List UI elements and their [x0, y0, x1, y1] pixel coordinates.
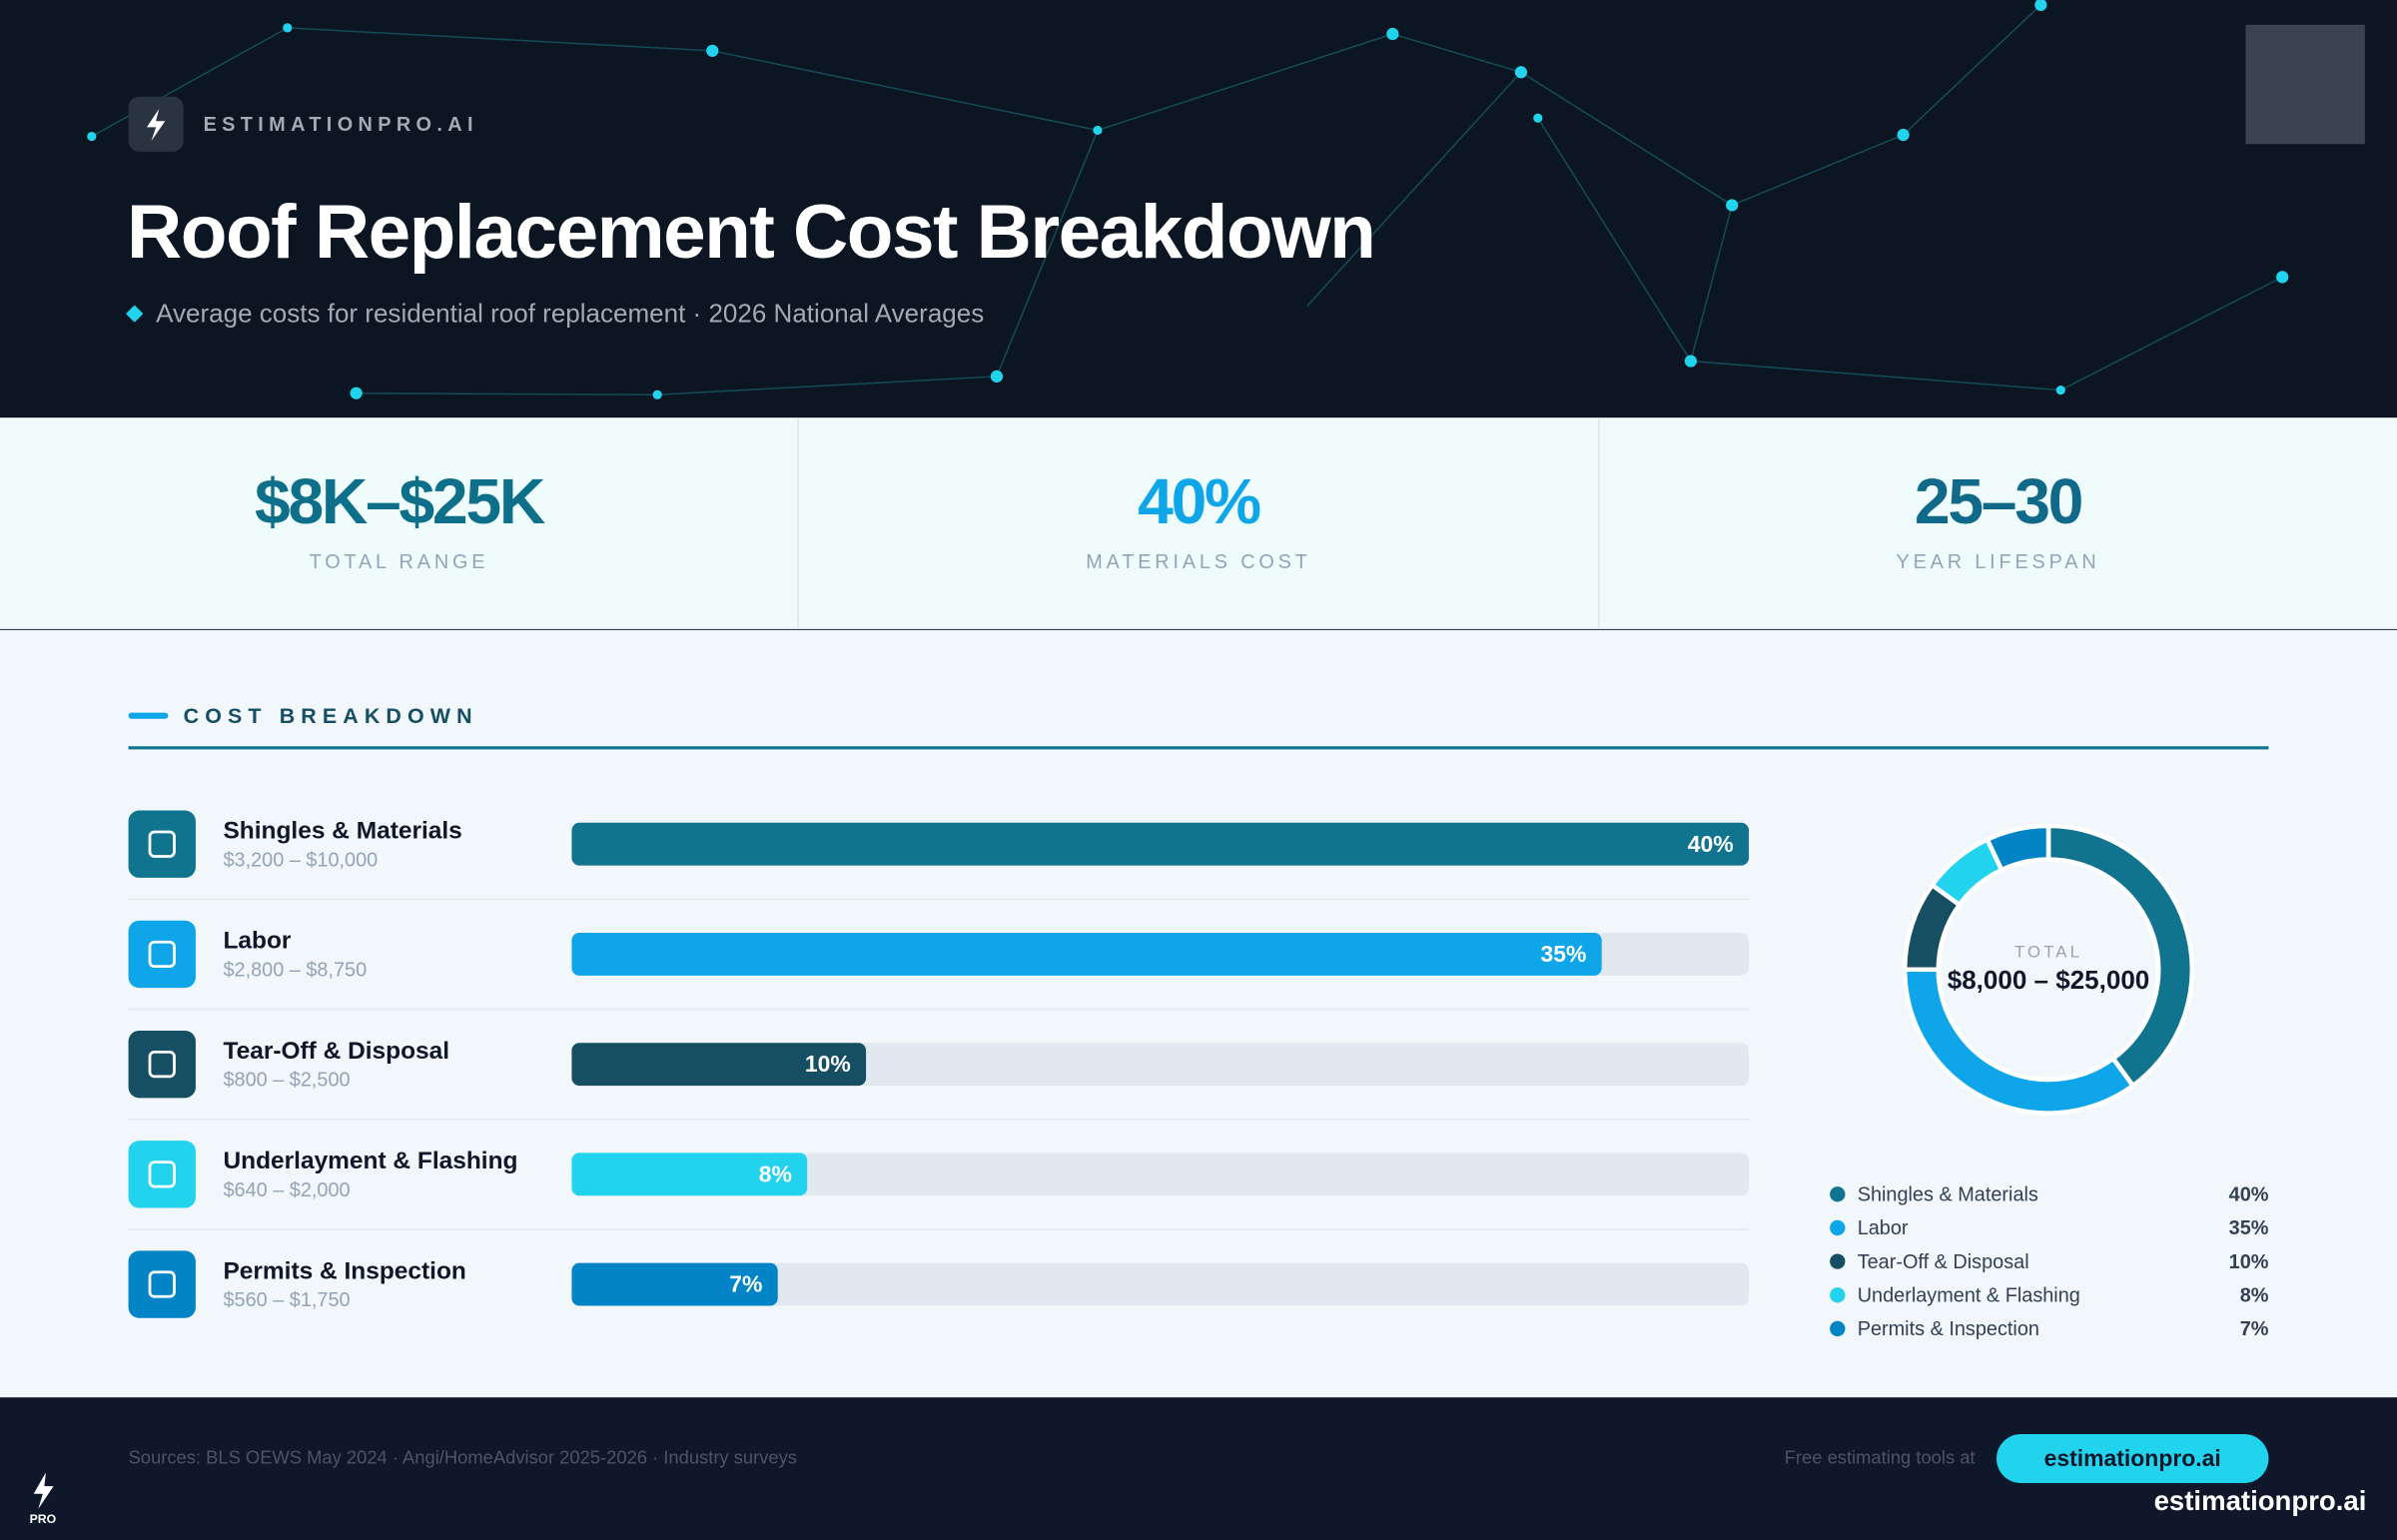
legend-swatch	[1830, 1320, 1846, 1337]
stat-value: 40%	[1138, 465, 1260, 537]
legend-label: Shingles & Materials	[1858, 1184, 2038, 1206]
stat-label: MATERIALS COST	[1086, 551, 1310, 573]
category-icon-glyph	[148, 940, 176, 969]
stat-label: TOTAL RANGE	[310, 551, 489, 573]
category-range: $3,200 – $10,000	[223, 849, 378, 871]
category-icon	[128, 920, 196, 989]
footer-cta-button-label[interactable]: estimationpro.ai	[2044, 1445, 2221, 1471]
brand-name: ESTIMATIONPRO.AI	[204, 114, 478, 136]
placeholder-box	[2245, 24, 2365, 145]
legend-value: 35%	[2229, 1217, 2269, 1239]
bar	[571, 1043, 867, 1087]
bar-value-label: 35%	[1540, 941, 1586, 967]
bar	[571, 822, 1750, 866]
legend-label: Labor	[1858, 1217, 1909, 1239]
section-accent	[128, 712, 169, 719]
category-range: $800 – $2,500	[223, 1070, 350, 1092]
footer-logo	[33, 1472, 54, 1510]
bar-track	[571, 1153, 1750, 1196]
category-icon-glyph	[148, 830, 176, 858]
footer-brand: estimationpro.ai	[2154, 1485, 2367, 1516]
legend-swatch	[1830, 1253, 1846, 1269]
donut-chart: Shingles & Materials 40% Labor 35% Tear-Off …	[1830, 823, 2269, 1340]
legend-swatch	[1830, 1219, 1846, 1236]
donut-segment	[2045, 823, 2195, 1090]
category-name: Permits & Inspection	[223, 1257, 465, 1284]
bar-chart: Shingles & Materials $3,200 – $10,000 40% L…	[128, 810, 1750, 1318]
donut-center-label: TOTAL	[2014, 942, 2082, 961]
brand-logo-bolt	[146, 109, 166, 142]
section-title: COST BREAKDOWN	[184, 704, 478, 728]
bar-track	[571, 1262, 1750, 1306]
legend-label: Tear-Off & Disposal	[1858, 1251, 2029, 1273]
stat-value: $8K–$25K	[255, 465, 545, 537]
footer-logo-text: PRO	[30, 1512, 57, 1526]
category-name: Shingles & Materials	[223, 817, 461, 844]
donut-segment	[1984, 823, 2051, 874]
stat-label: YEAR LIFESPAN	[1897, 551, 2100, 573]
footer-bg	[0, 1397, 2397, 1540]
category-icon	[128, 1250, 196, 1318]
category-name: Underlayment & Flashing	[223, 1148, 517, 1174]
category-range: $640 – $2,000	[223, 1179, 350, 1201]
category-icon-glyph	[148, 1160, 176, 1188]
donut-center-value: $8,000 – $25,000	[1948, 965, 2150, 995]
stats-bg	[0, 417, 2397, 629]
stat-value: 25–30	[1915, 465, 2082, 537]
category-name: Labor	[223, 928, 291, 955]
category-icon	[128, 810, 196, 878]
footer-cta-text: Free estimating tools at	[1785, 1446, 1976, 1467]
network-nodes	[87, 0, 2289, 399]
header-bg	[0, 0, 2397, 418]
legend-value: 40%	[2229, 1184, 2269, 1206]
category-icon	[128, 1030, 196, 1099]
legend-value: 10%	[2229, 1251, 2269, 1273]
category-name: Tear-Off & Disposal	[223, 1038, 449, 1065]
legend-value: 8%	[2240, 1285, 2269, 1307]
legend-label: Permits & Inspection	[1858, 1318, 2039, 1340]
category-icon	[128, 1141, 196, 1208]
bar-value-label: 40%	[1688, 831, 1734, 857]
network-lines	[91, 4, 2283, 395]
page-title: Roof Replacement Cost Breakdown	[127, 190, 1374, 275]
legend-swatch	[1830, 1287, 1846, 1303]
subtitle: Average costs for residential roof repla…	[156, 299, 984, 329]
bar	[571, 1262, 778, 1306]
bar-value-label: 8%	[759, 1160, 792, 1186]
legend-value: 7%	[2240, 1318, 2269, 1340]
bar	[571, 933, 1602, 976]
bar-value-label: 10%	[805, 1051, 851, 1077]
bar-value-label: 7%	[729, 1271, 762, 1297]
footer-cta-button[interactable]	[1996, 1434, 2269, 1484]
legend-label: Underlayment & Flashing	[1858, 1285, 2080, 1307]
category-range: $560 – $1,750	[223, 1289, 350, 1311]
footer-sources: Sources: BLS OEWS May 2024 · Angi/HomeAd…	[129, 1446, 797, 1467]
legend-swatch	[1830, 1186, 1846, 1202]
category-icon-glyph	[148, 1270, 176, 1298]
category-icon-glyph	[148, 1051, 176, 1079]
bar	[571, 1153, 808, 1196]
category-range: $2,800 – $8,750	[223, 960, 367, 982]
